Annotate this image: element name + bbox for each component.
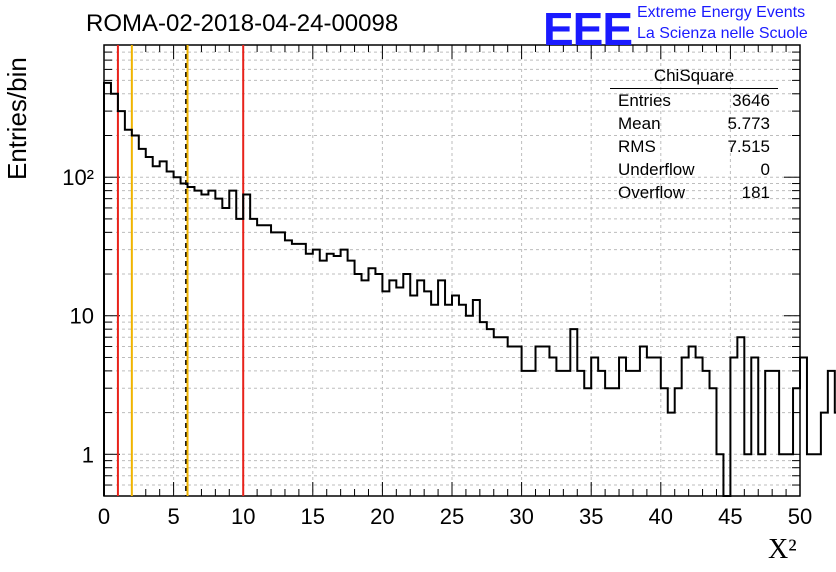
x-tick-label: 35 bbox=[579, 504, 603, 529]
threshold-lines bbox=[116, 45, 245, 496]
x-tick-label: 10 bbox=[231, 504, 255, 529]
y-tick-label: 1 bbox=[82, 442, 94, 467]
eee-logo: EEE bbox=[543, 3, 633, 55]
x-tick-label: 15 bbox=[301, 504, 325, 529]
stats-row-mean: Mean 5.773 bbox=[610, 112, 778, 135]
stats-box: ChiSquare Entries 3646 Mean 5.773 RMS 7.… bbox=[610, 66, 778, 204]
x-tick-label: 0 bbox=[98, 504, 110, 529]
histogram-line bbox=[103, 81, 836, 497]
x-tick-label: 30 bbox=[509, 504, 533, 529]
logo-line-2: La Scienza nelle Scuole bbox=[637, 25, 808, 42]
stats-label: Overflow bbox=[618, 183, 686, 202]
stats-value: 0 bbox=[760, 160, 770, 179]
x-axis-label: X² bbox=[768, 534, 797, 565]
stats-title: ChiSquare bbox=[610, 66, 778, 89]
stats-value: 3646 bbox=[732, 91, 770, 110]
y-axis-label: Entries/bin bbox=[2, 57, 32, 180]
y-tick-label: 10 bbox=[70, 304, 94, 329]
stats-row-entries: Entries 3646 bbox=[610, 89, 778, 112]
histogram-series bbox=[103, 81, 836, 497]
chart-title: ROMA-02-2018-04-24-00098 bbox=[86, 10, 399, 37]
x-tick-label: 20 bbox=[370, 504, 394, 529]
x-tick-labels: 0 5 10 15 20 25 30 35 40 45 50 bbox=[98, 504, 812, 529]
y-tick-labels: 1 10 10² bbox=[62, 165, 94, 467]
stats-value: 181 bbox=[741, 183, 770, 202]
x-tick-label: 40 bbox=[649, 504, 673, 529]
stats-value: 5.773 bbox=[727, 114, 770, 133]
x-tick-label: 50 bbox=[788, 504, 812, 529]
grid-lines bbox=[104, 45, 800, 496]
stats-label: RMS bbox=[618, 137, 656, 156]
x-tick-label: 5 bbox=[167, 504, 179, 529]
stats-value: 7.515 bbox=[727, 137, 770, 156]
x-tick-label: 45 bbox=[718, 504, 742, 529]
stats-row-underflow: Underflow 0 bbox=[610, 158, 778, 181]
stats-label: Underflow bbox=[618, 160, 695, 179]
stats-row-overflow: Overflow 181 bbox=[610, 181, 778, 204]
stats-label: Entries bbox=[618, 91, 671, 110]
stats-label: Mean bbox=[618, 114, 661, 133]
y-tick-label: 10² bbox=[62, 165, 94, 190]
logo-line-1: Extreme Energy Events bbox=[637, 4, 806, 21]
x-tick-label: 25 bbox=[440, 504, 464, 529]
stats-row-rms: RMS 7.515 bbox=[610, 135, 778, 158]
